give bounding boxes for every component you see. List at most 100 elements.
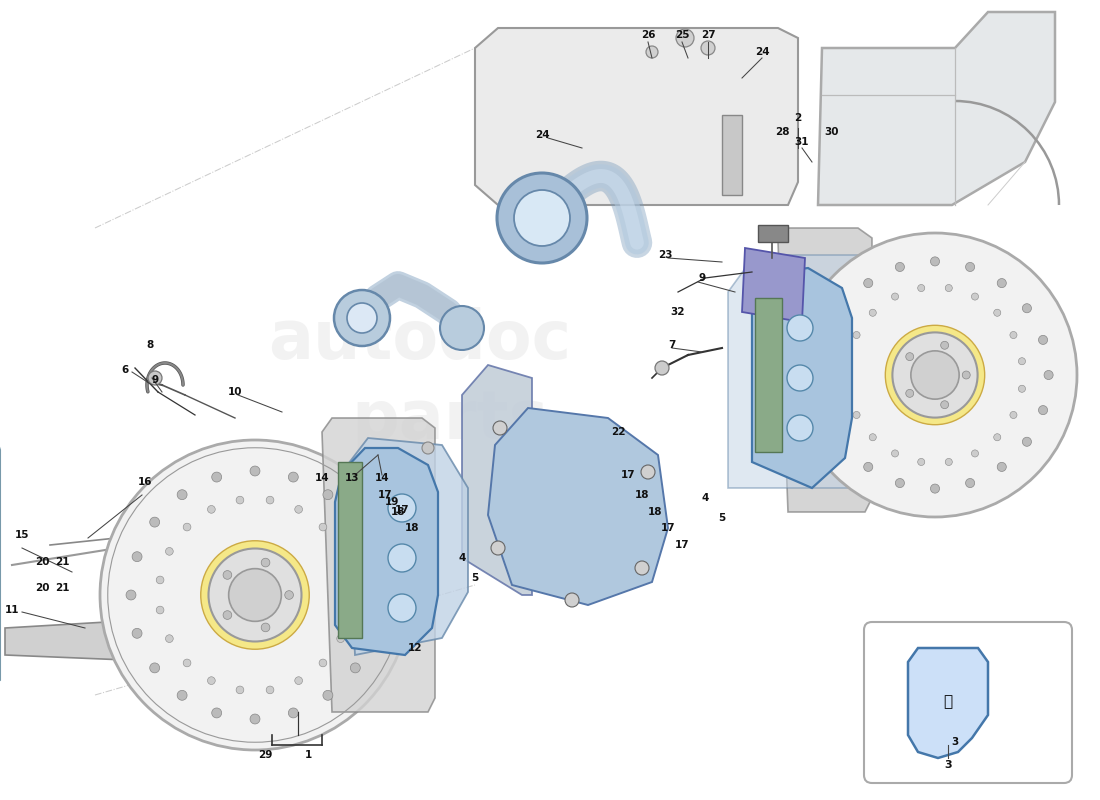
Polygon shape [322,418,434,712]
Text: 32: 32 [671,307,685,317]
Text: 30: 30 [825,127,839,137]
Circle shape [998,462,1006,471]
FancyBboxPatch shape [864,622,1072,783]
Polygon shape [345,438,467,655]
Circle shape [676,29,694,47]
Circle shape [346,576,354,584]
Circle shape [966,478,975,487]
Polygon shape [722,115,742,195]
Circle shape [285,590,294,599]
Text: parts: parts [351,387,549,453]
Polygon shape [462,365,532,595]
Circle shape [1038,406,1047,414]
Circle shape [966,262,975,271]
Circle shape [184,523,191,531]
Circle shape [236,496,244,504]
Text: autodoc: autodoc [268,307,572,373]
Circle shape [993,434,1001,441]
Text: 4: 4 [702,493,708,503]
Polygon shape [908,648,988,758]
Circle shape [823,406,832,414]
Text: 24: 24 [755,47,769,57]
Circle shape [236,686,244,694]
Circle shape [323,490,333,500]
Polygon shape [758,225,788,242]
Text: 20: 20 [35,583,50,593]
Circle shape [869,309,877,316]
Text: 6: 6 [121,365,129,375]
Circle shape [1022,304,1032,313]
Text: 5: 5 [472,573,478,583]
Text: 18: 18 [635,490,649,500]
Text: 12: 12 [408,643,422,653]
Circle shape [1019,386,1025,392]
Circle shape [200,541,309,650]
Text: 18: 18 [390,507,405,517]
Circle shape [852,331,860,338]
Text: 20: 20 [35,557,50,567]
Circle shape [229,569,282,622]
Circle shape [422,442,435,454]
Circle shape [208,506,216,514]
Circle shape [998,278,1006,288]
Text: 3: 3 [952,737,958,747]
Circle shape [440,306,484,350]
Circle shape [177,690,187,700]
Circle shape [497,173,587,263]
Circle shape [892,333,978,418]
Text: 28: 28 [774,127,790,137]
Circle shape [1022,438,1032,446]
Circle shape [288,708,298,718]
Text: 25: 25 [674,30,690,40]
Circle shape [266,686,274,694]
Text: 17: 17 [661,523,675,533]
Text: 11: 11 [4,605,20,615]
Polygon shape [742,248,805,322]
Polygon shape [112,548,298,688]
Text: 9: 9 [698,273,705,283]
Text: 9: 9 [152,375,158,385]
Circle shape [156,606,164,614]
Circle shape [945,285,953,291]
Circle shape [295,506,302,514]
Text: 5: 5 [718,513,726,523]
Text: 2: 2 [794,113,802,123]
Circle shape [895,262,904,271]
Circle shape [793,233,1077,517]
Circle shape [869,434,877,441]
Polygon shape [475,28,798,205]
Text: 21: 21 [55,557,69,567]
Circle shape [931,484,939,493]
Text: 23: 23 [658,250,672,260]
Circle shape [786,315,813,341]
Circle shape [337,547,344,555]
Circle shape [993,309,1001,316]
Polygon shape [338,462,362,638]
Circle shape [493,421,507,435]
Text: 17: 17 [620,470,636,480]
Circle shape [1010,331,1018,338]
Circle shape [211,472,221,482]
Circle shape [250,714,260,724]
Text: 14: 14 [375,473,389,483]
Circle shape [971,450,979,457]
Circle shape [346,303,377,333]
Text: 10: 10 [228,387,242,397]
Circle shape [346,606,354,614]
Circle shape [184,659,191,667]
Circle shape [917,458,925,466]
Circle shape [319,523,327,531]
Text: 4: 4 [459,553,465,563]
Circle shape [911,351,959,399]
Circle shape [295,677,302,685]
Circle shape [288,472,298,482]
Text: 13: 13 [344,473,360,483]
Circle shape [209,549,301,642]
Text: 16: 16 [138,477,152,487]
Circle shape [211,708,221,718]
Text: 19: 19 [385,497,399,507]
Circle shape [266,496,274,504]
Circle shape [388,544,416,572]
Circle shape [917,285,925,291]
Circle shape [334,290,390,346]
